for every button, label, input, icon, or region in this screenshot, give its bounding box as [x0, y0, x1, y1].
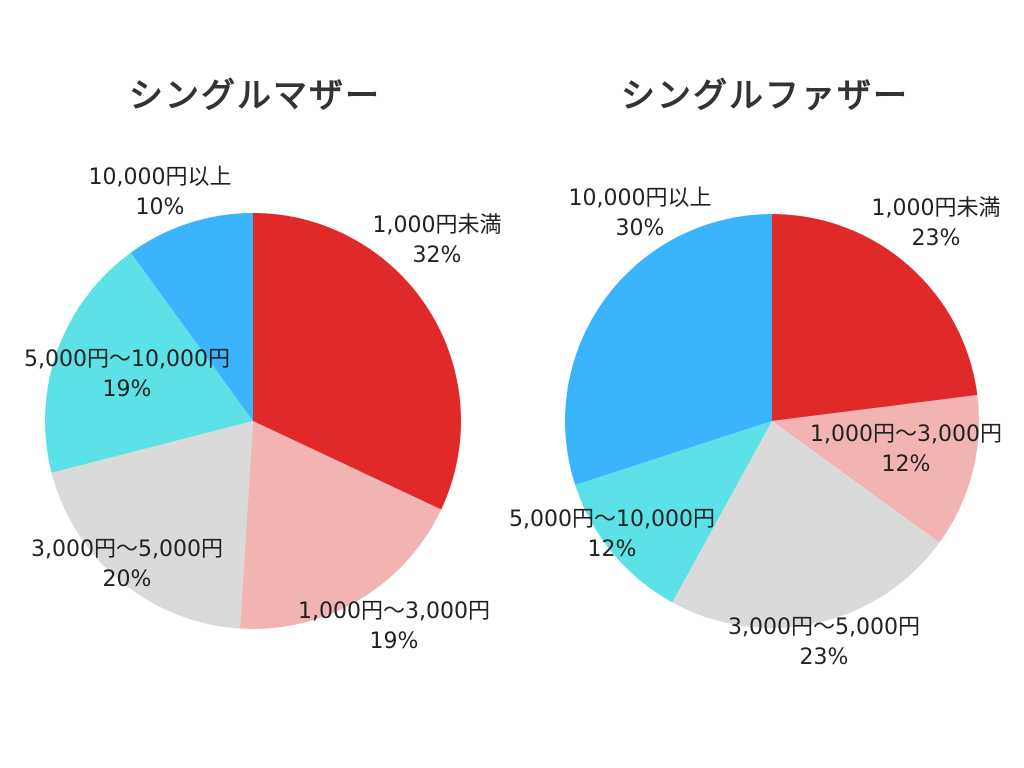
slice-label-1000-3000: 1,000円〜3,000円 19%	[298, 599, 490, 654]
slice-label-5000-10000: 5,000円〜10,000円 12%	[509, 507, 715, 562]
slice-category-label: 5,000円〜10,000円	[24, 347, 230, 372]
slice-category-label: 3,000円〜5,000円	[728, 615, 920, 640]
slice-label-under-1000: 1,000円未満 23%	[872, 196, 1001, 251]
pie-slice-3000-5000	[51, 421, 253, 629]
pie-slice-1000-3000	[239, 421, 442, 630]
pie-chart-single-mother: シングルマザー 1,000円未満 32% 1,000円〜3,000円 19% 3,000…	[24, 76, 501, 654]
slice-percent-label: 19%	[370, 629, 419, 654]
slice-category-label: 1,000円未満	[373, 213, 502, 238]
slice-category-label: 3,000円〜5,000円	[31, 537, 223, 562]
slice-percent-label: 32%	[413, 243, 462, 268]
slice-percent-label: 12%	[588, 537, 637, 562]
slice-category-label: 1,000円〜3,000円	[810, 422, 1002, 447]
slice-percent-label: 23%	[912, 226, 961, 251]
slice-label-1000-3000: 1,000円〜3,000円 12%	[810, 422, 1002, 477]
pie-slices	[44, 213, 461, 630]
pie-slices	[564, 213, 980, 629]
pie-slice-under-1000	[253, 213, 461, 510]
slice-percent-label: 30%	[616, 216, 665, 241]
pie-slice-over-10000	[130, 213, 253, 421]
slice-category-label: 10,000円以上	[89, 165, 232, 190]
pie-slice-over-10000	[564, 213, 772, 485]
slice-label-5000-10000: 5,000円〜10,000円 19%	[24, 347, 230, 402]
slice-percent-label: 19%	[103, 377, 152, 402]
pie-chart-single-father: シングルファザー 1,000円未満 23% 1,000円〜3,000円 12% 3,00…	[509, 76, 1002, 670]
slice-percent-label: 20%	[103, 567, 152, 592]
slice-percent-label: 10%	[136, 195, 185, 220]
slice-label-over-10000: 10,000円以上 30%	[569, 186, 712, 241]
slice-percent-label: 12%	[882, 452, 931, 477]
chart-title-single-mother: シングルマザー	[129, 76, 381, 116]
pie-slice-3000-5000	[672, 421, 940, 629]
slice-category-label: 10,000円以上	[569, 186, 712, 211]
pie-slice-5000-10000	[575, 421, 772, 603]
pie-slice-under-1000	[772, 214, 978, 421]
slice-category-label: 5,000円〜10,000円	[509, 507, 715, 532]
slice-label-over-10000: 10,000円以上 10%	[89, 165, 232, 220]
slice-label-under-1000: 1,000円未満 32%	[373, 213, 502, 268]
chart-title-single-father: シングルファザー	[621, 76, 909, 116]
slice-label-3000-5000: 3,000円〜5,000円 20%	[31, 537, 223, 592]
pie-slice-1000-3000	[772, 395, 980, 543]
slice-label-3000-5000: 3,000円〜5,000円 23%	[728, 615, 920, 670]
pie-slice-5000-10000	[44, 252, 254, 473]
slice-percent-label: 23%	[800, 645, 849, 670]
slice-category-label: 1,000円〜3,000円	[298, 599, 490, 624]
slice-category-label: 1,000円未満	[872, 196, 1001, 221]
